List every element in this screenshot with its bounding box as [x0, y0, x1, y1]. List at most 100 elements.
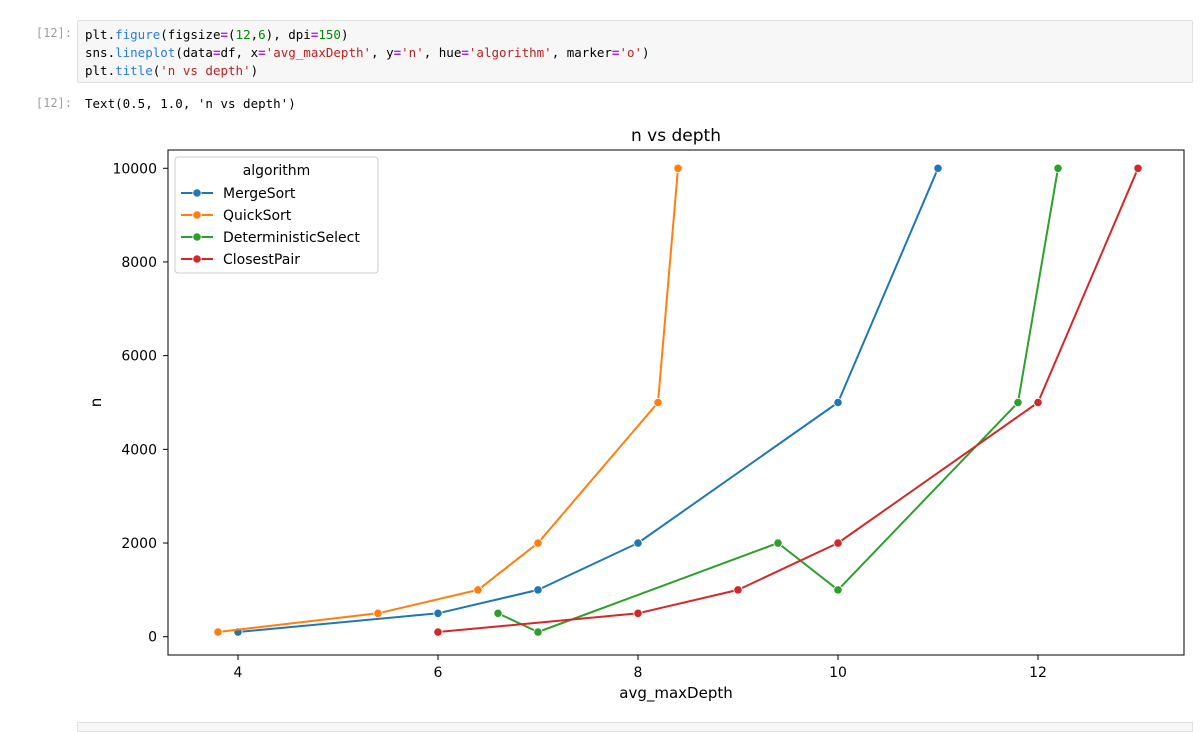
code-token: , marker [551, 45, 612, 60]
code-token: = [220, 27, 229, 42]
code-token: df, x [220, 45, 259, 60]
legend-label: DeterministicSelect [223, 230, 360, 246]
x-tick-label: 10 [829, 665, 847, 681]
data-point-quicksort [673, 163, 683, 173]
code-line: sns.lineplot(data=df, x='avg_maxDepth', … [85, 44, 1185, 62]
data-point-quicksort [653, 397, 663, 408]
next-code-cell[interactable] [77, 722, 1193, 732]
code-token: ) [250, 63, 259, 78]
data-point-quicksort [213, 627, 223, 637]
x-axis-label: avg_maxDepth [619, 684, 732, 703]
code-token: ), dpi [265, 27, 311, 42]
input-prompt: [12]: [35, 26, 72, 40]
x-tick-label: 12 [1029, 665, 1047, 681]
data-point-closestpair [433, 627, 443, 637]
data-point-deterministicselect [833, 585, 843, 595]
code-token: plt [85, 63, 108, 78]
code-token: (data [175, 45, 213, 60]
code-token: 'n' [401, 45, 424, 60]
code-token: 150 [318, 27, 341, 42]
data-point-closestpair [1133, 163, 1143, 173]
code-token: . [107, 45, 116, 60]
code-editor[interactable]: plt.figure(figsize=(12,6), dpi=150) sns.l… [77, 20, 1193, 83]
legend-swatch-marker [192, 232, 202, 242]
code-token: ) [642, 45, 650, 60]
data-point-closestpair [733, 585, 743, 595]
legend-label: QuickSort [223, 208, 292, 224]
data-point-deterministicselect [493, 608, 503, 618]
code-token: = [310, 27, 319, 42]
series-line-deterministicselect [497, 168, 1059, 633]
data-point-mergesort [633, 538, 643, 548]
code-token: , hue [423, 45, 462, 60]
data-point-quicksort [473, 585, 483, 595]
code-token: ( [228, 27, 236, 42]
code-token: 6 [258, 27, 266, 42]
data-point-closestpair [633, 608, 643, 618]
data-point-deterministicselect [773, 538, 783, 548]
code-token: (figsize [160, 27, 221, 42]
data-point-mergesort [833, 397, 843, 408]
output-prompt: [12]: [35, 96, 72, 110]
code-token: . [107, 63, 116, 78]
code-line: plt.title('n vs depth') [85, 62, 1185, 80]
y-tick-label: 6000 [121, 349, 157, 365]
data-point-mergesort [533, 585, 543, 595]
y-axis-label: n [87, 398, 105, 408]
x-tick-label: 8 [634, 665, 643, 681]
legend-swatch-marker [192, 188, 202, 198]
series-line-mergesort [237, 167, 939, 633]
x-tick-label: 6 [434, 665, 443, 681]
legend-title: algorithm [243, 163, 311, 179]
code-token: plt [85, 27, 108, 42]
code-token: 'n vs depth' [160, 63, 251, 78]
y-tick-label: 10000 [112, 161, 157, 177]
code-token: 'o' [619, 45, 643, 60]
code-token: title [115, 63, 153, 78]
legend-swatch-marker [192, 210, 202, 220]
data-point-quicksort [533, 538, 543, 548]
code-token: ) [340, 27, 349, 42]
data-point-deterministicselect [1053, 163, 1063, 173]
code-token: ( [152, 63, 161, 78]
code-lines: plt.figure(figsize=(12,6), dpi=150) sns.l… [85, 26, 1185, 80]
output-text: Text(0.5, 1.0, 'n vs depth') [85, 96, 296, 111]
legend-label: ClosestPair [223, 252, 300, 268]
code-token: 12 [235, 27, 251, 42]
y-tick-label: 8000 [121, 255, 157, 271]
code-token: 'algorithm' [468, 45, 552, 60]
code-token: lineplot [115, 45, 176, 60]
chart-title: n vs depth [631, 126, 721, 146]
legend-box [174, 156, 379, 274]
code-token: , y [371, 45, 394, 60]
data-point-deterministicselect [533, 627, 543, 637]
code-token: = [212, 45, 221, 60]
x-tick-label: 4 [234, 665, 243, 681]
code-token: = [461, 45, 469, 60]
data-point-closestpair [1033, 397, 1043, 408]
plot-frame [167, 149, 1185, 656]
data-point-closestpair [833, 538, 843, 548]
y-tick-label: 0 [148, 630, 157, 646]
data-point-mergesort [433, 608, 443, 618]
data-point-deterministicselect [1013, 397, 1023, 408]
data-point-quicksort [373, 608, 383, 618]
code-token: 'avg_maxDepth' [265, 45, 372, 60]
line-chart: n vs depth 4 6 8 10 12 0 2000 4000 6000 8000 10000 a… [87, 126, 1185, 703]
series-line-quicksort [217, 168, 679, 633]
code-line: plt.figure(figsize=(12,6), dpi=150) [85, 26, 1185, 44]
code-token: = [393, 45, 402, 60]
y-tick-label: 4000 [121, 442, 157, 458]
series-line-closestpair [437, 167, 1139, 633]
data-point-mergesort [933, 163, 943, 173]
plot-output: n vs depth 4 6 8 10 12 0 2000 4000 6000 8000 10000 a… [77, 118, 1204, 708]
y-tick-label: 2000 [121, 536, 157, 552]
legend-swatch-marker [192, 254, 202, 264]
code-token: = [611, 45, 620, 60]
code-token: . [107, 27, 116, 42]
legend-label: MergeSort [223, 186, 296, 202]
code-token: sns [85, 45, 108, 60]
code-token: , [250, 27, 259, 42]
code-token: figure [115, 27, 161, 42]
code-token: = [258, 45, 266, 60]
